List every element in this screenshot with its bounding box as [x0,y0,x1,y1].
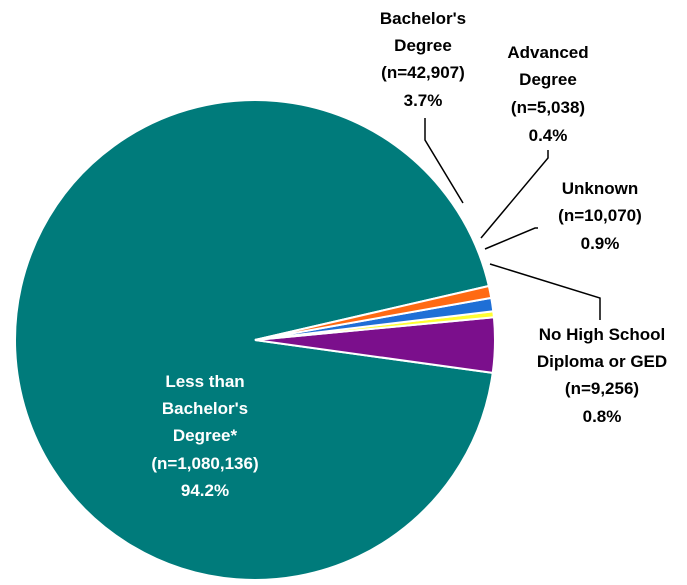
slice-percent: 0.4% [529,126,568,145]
slice-label-line: No High School [539,325,666,344]
label-no-high-school: No High School Diploma or GED (n=9,256) … [537,325,667,426]
label-advanced: Advanced Degree (n=5,038) 0.4% [507,43,588,145]
slice-label-line: Advanced [507,43,588,62]
leader-lines [424,118,601,320]
leader-advanced [480,150,549,239]
slice-label-line: Degree [519,70,577,89]
slice-count: (n=5,038) [511,98,585,117]
slice-count: (n=9,256) [565,379,639,398]
slice-label-line: Unknown [562,179,639,198]
slice-percent: 94.2% [181,481,229,500]
slice-no-high-school [254,284,493,341]
label-less-than-bachelors: Less than Bachelor's Degree* (n=1,080,13… [151,372,258,500]
slice-less-than-bachelors [14,99,494,581]
leader-no-high-school [489,263,601,320]
slice-label-line: Bachelor's [162,399,248,418]
slice-label-line: Degree* [173,426,238,445]
leader-unknown [484,227,538,250]
slice-label-line: Less than [165,372,244,391]
label-unknown: Unknown (n=10,070) 0.9% [558,179,642,253]
pie-slices [14,99,496,581]
slice-count: (n=1,080,136) [151,454,258,473]
slice-percent: 3.7% [404,91,443,110]
slice-label-line: Bachelor's [380,9,466,28]
label-bachelors: Bachelor's Degree (n=42,907) 3.7% [380,9,466,110]
slice-count: (n=42,907) [381,63,465,82]
slice-label-line: Diploma or GED [537,352,667,371]
slice-percent: 0.8% [583,407,622,426]
leader-bachelors [424,118,464,204]
slice-label-line: Degree [394,36,452,55]
slice-count: (n=10,070) [558,206,642,225]
slice-percent: 0.9% [581,234,620,253]
